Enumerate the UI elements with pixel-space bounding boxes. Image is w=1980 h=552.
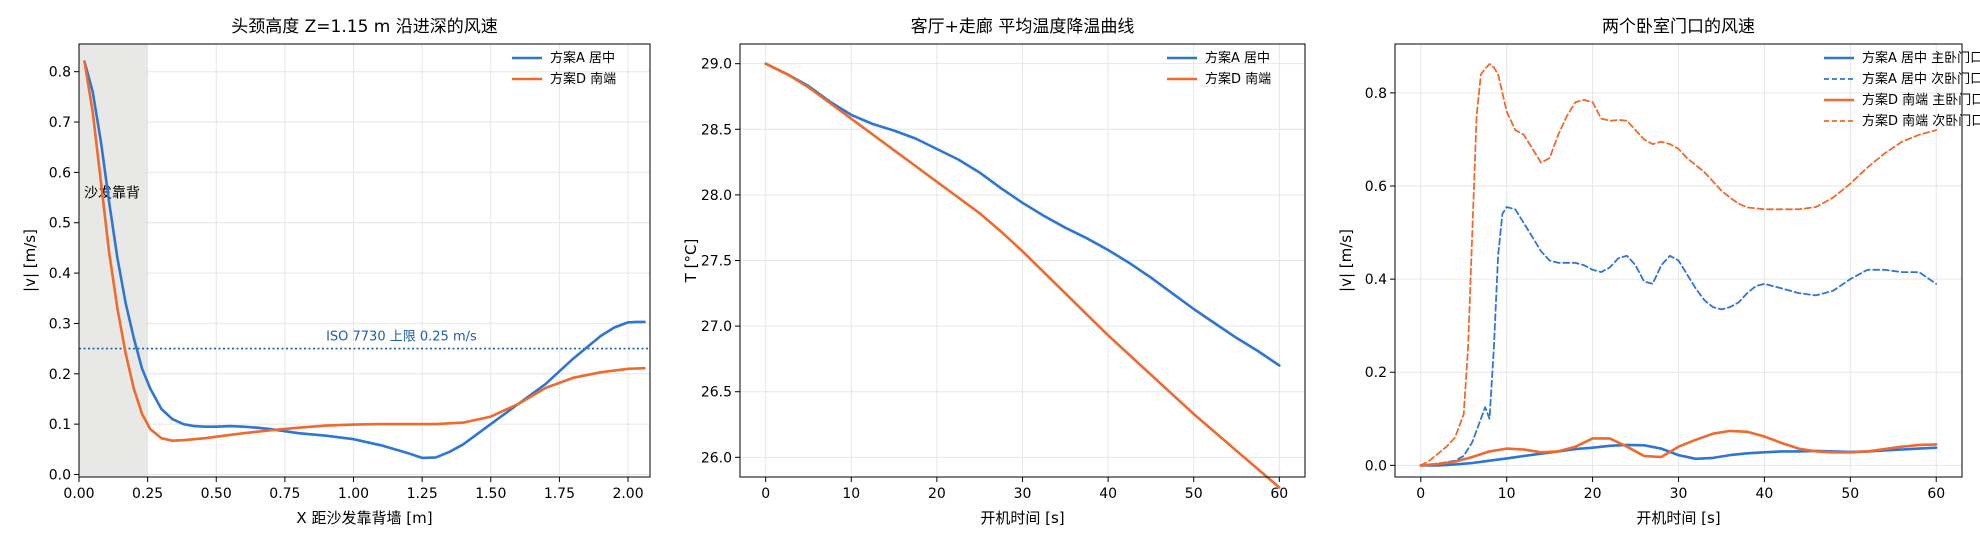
chart-panel-2: 0 10 20 30 40 50 60 26.0 26.5 27.0 27.5 28.0 28.5 29.… bbox=[682, 17, 1306, 527]
y-tick-label: 0.2 bbox=[49, 367, 71, 383]
y-tick-label: 27.5 bbox=[701, 254, 732, 270]
series-line-3 bbox=[1419, 429, 1938, 467]
grid bbox=[78, 44, 650, 477]
axes-frame bbox=[78, 43, 651, 478]
y-tick-label: 0.1 bbox=[49, 417, 71, 433]
x-tick-label: 40 bbox=[1099, 486, 1117, 502]
series-line-2 bbox=[83, 60, 646, 443]
x-axis-title: 开机时间 [s] bbox=[980, 509, 1064, 527]
y-tick-label: 28.5 bbox=[701, 122, 732, 138]
y-tick-label: 0.4 bbox=[49, 266, 71, 282]
x-tick-label: 50 bbox=[1185, 486, 1203, 502]
y-tick-label: 29.0 bbox=[701, 57, 732, 73]
x-axis-title: 开机时间 [s] bbox=[1636, 509, 1720, 527]
x-tick-label: 50 bbox=[1841, 486, 1859, 502]
x-tick-label: 10 bbox=[842, 486, 860, 502]
y-tick-label: 27.0 bbox=[701, 319, 732, 335]
chart-title: 客厅+走廊 平均温度降温曲线 bbox=[911, 17, 1135, 37]
legend-label: 方案D 南端 主卧门口 bbox=[1862, 92, 1980, 108]
legend-label: 方案A 居中 主卧门口 bbox=[1862, 50, 1980, 66]
y-tick-label: 0.0 bbox=[1365, 458, 1387, 474]
x-tick-label: 10 bbox=[1498, 486, 1516, 502]
legend-label: 方案D 南端 bbox=[1205, 71, 1271, 87]
shaded-region-label: 沙发靠背 bbox=[84, 186, 140, 202]
grid bbox=[740, 44, 1305, 477]
y-tick-label: 26.0 bbox=[701, 450, 732, 466]
legend-label: 方案A 居中 次卧门口 bbox=[1862, 71, 1980, 87]
y-tick-label: 0.6 bbox=[49, 165, 71, 181]
chart-panel-3: 0 10 20 30 40 50 60 0.0 0.2 0.4 0.6 0.8 两个卧室门口的风速开机时… bbox=[1337, 17, 1980, 527]
series-line-2 bbox=[764, 62, 1281, 489]
iso-limit-label: ISO 7730 上限 0.25 m/s bbox=[326, 330, 477, 345]
x-tick-label: 60 bbox=[1270, 486, 1288, 502]
y-tick-label: 0.5 bbox=[49, 216, 71, 232]
x-tick-label: 0.50 bbox=[201, 486, 232, 502]
chart-panel-1: 沙发靠背 ISO 7730 上限 0.25 m/s 0.00 0.25 0.50 0.75… bbox=[21, 17, 651, 527]
y-tick-label: 0.8 bbox=[49, 65, 71, 81]
y-tick-label: 0.4 bbox=[1365, 272, 1387, 288]
y-tick-label: 28.0 bbox=[701, 188, 732, 204]
x-tick-label: 2.00 bbox=[612, 486, 643, 502]
series-line-1 bbox=[764, 62, 1281, 367]
y-tick-label: 0.7 bbox=[49, 115, 71, 131]
chart-title: 头颈高度 Z=1.15 m 沿进深的风速 bbox=[231, 17, 498, 37]
x-tick-label: 60 bbox=[1927, 486, 1945, 502]
legend-label: 方案A 居中 bbox=[550, 50, 615, 66]
series-line-4 bbox=[1419, 63, 1938, 467]
y-axis-title: T [°C] bbox=[682, 239, 700, 284]
x-tick-label: 20 bbox=[1584, 486, 1602, 502]
legend-label: 方案D 南端 bbox=[550, 71, 616, 87]
y-tick-label: 0.0 bbox=[49, 467, 71, 483]
x-tick-label: 0.25 bbox=[132, 486, 163, 502]
x-tick-label: 0.75 bbox=[269, 486, 300, 502]
y-axis-title: |v| [m/s] bbox=[1337, 229, 1355, 292]
x-tick-label: 20 bbox=[928, 486, 946, 502]
y-tick-label: 26.5 bbox=[701, 385, 732, 401]
x-tick-label: 1.00 bbox=[338, 486, 369, 502]
x-tick-label: 30 bbox=[1670, 486, 1688, 502]
series-line-1 bbox=[83, 60, 646, 460]
x-tick-label: 0 bbox=[1416, 486, 1425, 502]
shaded-region bbox=[79, 44, 148, 477]
x-tick-label: 1.75 bbox=[544, 486, 575, 502]
x-axis-title: X 距沙发靠背墙 [m] bbox=[296, 509, 432, 527]
x-tick-label: 0.00 bbox=[63, 486, 94, 502]
x-tick-label: 1.25 bbox=[407, 486, 438, 502]
x-tick-label: 0 bbox=[761, 486, 770, 502]
chart-title: 两个卧室门口的风速 bbox=[1602, 17, 1755, 37]
x-tick-label: 1.50 bbox=[475, 486, 506, 502]
y-tick-label: 0.2 bbox=[1365, 365, 1387, 381]
y-tick-label: 0.3 bbox=[49, 316, 71, 332]
y-tick-label: 0.6 bbox=[1365, 179, 1387, 195]
x-tick-label: 40 bbox=[1755, 486, 1773, 502]
legend-label: 方案D 南端 次卧门口 bbox=[1862, 113, 1980, 129]
y-axis-title: |v| [m/s] bbox=[21, 229, 39, 292]
x-tick-label: 30 bbox=[1014, 486, 1032, 502]
series-line-2 bbox=[1419, 206, 1938, 467]
legend-label: 方案A 居中 bbox=[1205, 50, 1270, 66]
y-tick-label: 0.8 bbox=[1365, 86, 1387, 102]
